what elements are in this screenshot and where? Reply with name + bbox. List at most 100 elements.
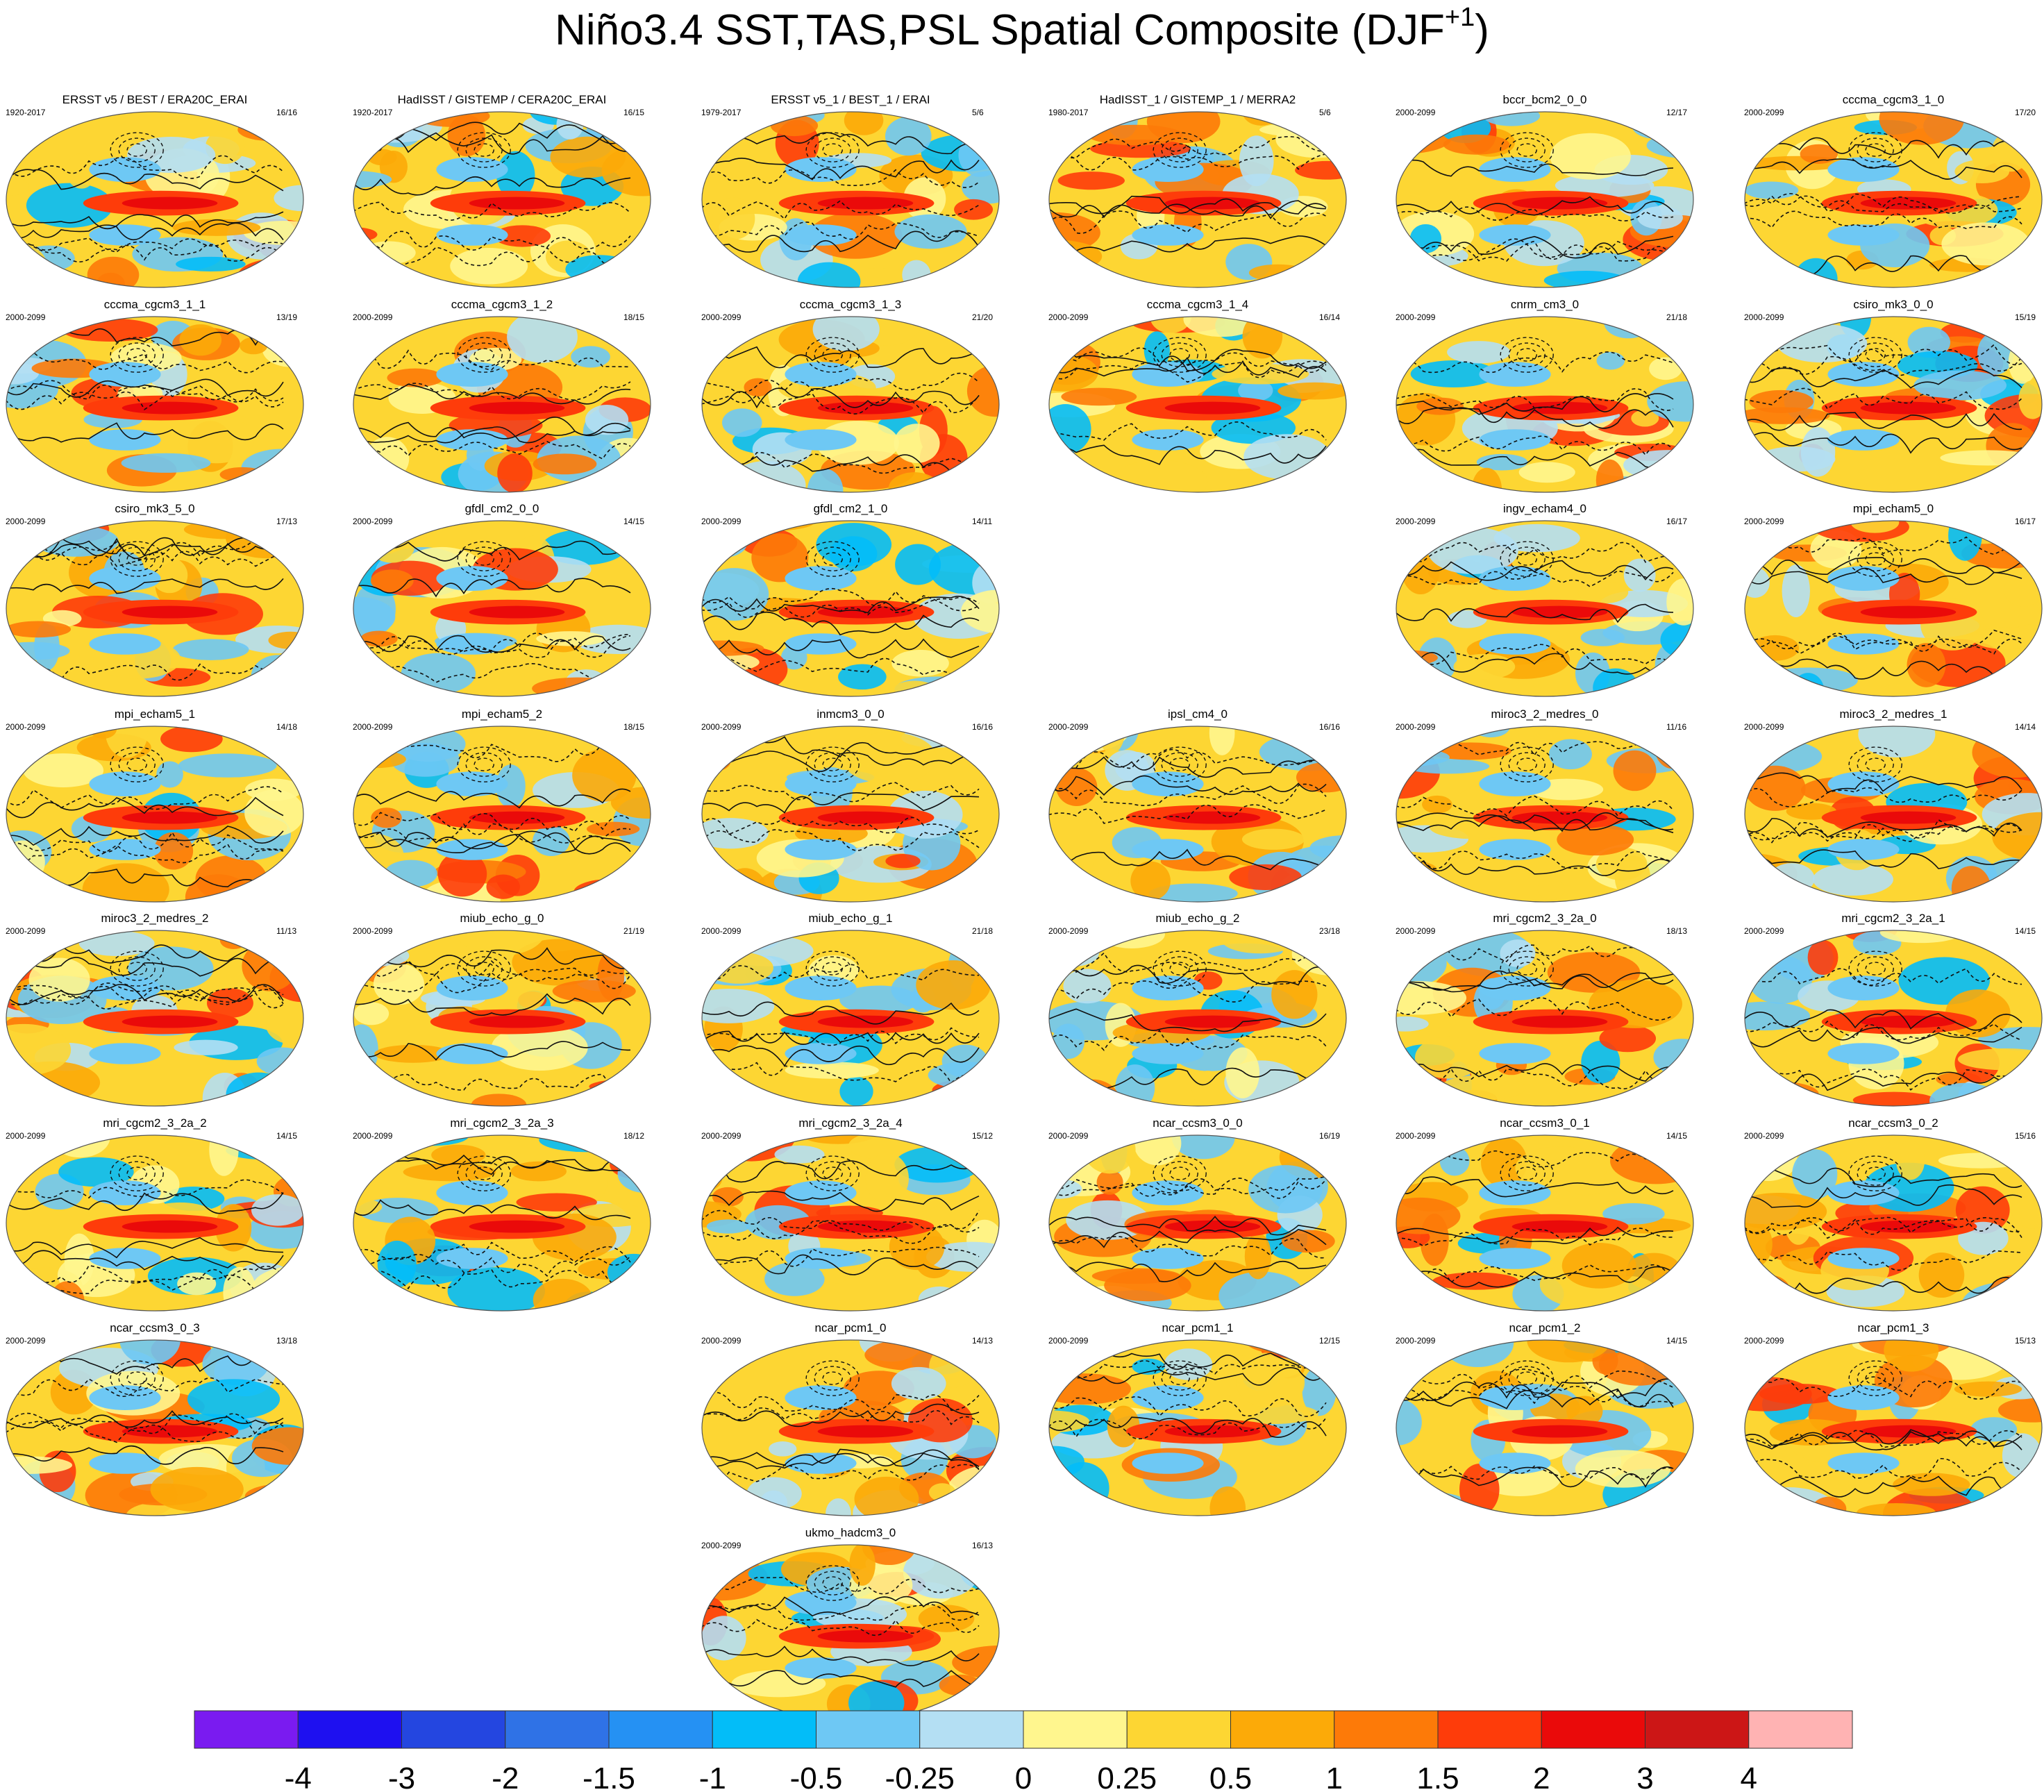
panel-years: 2000-2099	[1744, 312, 1784, 322]
panel-years: 2000-2099	[701, 1336, 742, 1346]
psl-contour	[1396, 159, 1674, 177]
anomaly-patch	[1057, 171, 1125, 190]
cool-anomaly	[89, 771, 161, 796]
anomaly-patch	[1807, 939, 1838, 975]
psl-low-contour	[805, 746, 860, 782]
map-panel: cccma_cgcm3_1_0 2000-2099 17/20	[1744, 93, 2044, 291]
psl-low-contour	[1857, 956, 1894, 981]
anomaly-patch	[1918, 1252, 1965, 1298]
enso-core	[817, 1425, 914, 1438]
map-plot	[1744, 316, 2043, 493]
map-outline	[1744, 316, 2043, 493]
anomaly-patch	[1278, 382, 1346, 400]
psl-contour	[702, 132, 980, 155]
panel-years: 2000-2099	[1744, 517, 1784, 526]
anomaly-patch	[1396, 676, 1446, 695]
anomaly-patch	[1447, 341, 1511, 364]
map-plot	[701, 520, 1000, 697]
psl-contour	[1745, 137, 2022, 159]
psl-low-contour	[1857, 342, 1894, 367]
psl-contour	[1049, 748, 1327, 769]
map-panel: ncar_ccsm3_0_2 2000-2099 15/16	[1744, 1116, 2044, 1314]
panel-years: 2000-2099	[6, 517, 46, 526]
anomaly-patch	[722, 408, 762, 437]
map-outline	[701, 111, 1000, 288]
panel-count: 15/19	[2015, 312, 2036, 322]
cool-anomaly	[1479, 157, 1551, 182]
psl-contour	[1049, 210, 1327, 234]
panel-count: 14/13	[972, 1336, 994, 1346]
cool-anomaly	[436, 975, 508, 1000]
psl-contour	[1049, 1008, 1327, 1032]
psl-low-contour	[805, 541, 860, 577]
anomaly-patch	[1666, 935, 1693, 976]
anomaly-patch	[1414, 1036, 1482, 1079]
anomaly-patch	[1396, 665, 1427, 696]
psl-low-contour	[1516, 348, 1537, 362]
anomaly-patch	[1243, 434, 1332, 480]
map-outline	[1744, 1339, 2043, 1516]
psl-contour	[353, 231, 631, 251]
psl-low-contour	[1857, 546, 1894, 571]
map-panel: mri_cgcm2_3_2a_4 2000-2099 15/12	[701, 1116, 1048, 1314]
cool-anomaly	[89, 1248, 161, 1269]
psl-contour	[702, 638, 980, 659]
map-panel: ncar_ccsm3_0_0 2000-2099 16/19	[1048, 1116, 1396, 1314]
psl-low-contour	[1500, 746, 1554, 782]
psl-low-contour	[457, 746, 511, 782]
psl-contour	[1396, 435, 1674, 456]
cool-anomaly	[785, 1180, 857, 1205]
anomaly-patch	[623, 865, 651, 902]
panel-count: 14/15	[623, 517, 645, 526]
cool-anomaly	[785, 975, 857, 1000]
anomaly-patch	[2009, 1178, 2042, 1229]
psl-low-contour	[1508, 546, 1545, 571]
anomaly-patch	[1111, 460, 1208, 492]
psl-contour	[1396, 542, 1674, 563]
panel-years: 2000-2099	[1048, 926, 1089, 936]
anomaly-patch	[718, 481, 782, 492]
psl-low-contour	[814, 752, 851, 777]
anomaly-patch	[1150, 317, 1192, 333]
map-panel: ERSST v5_1 / BEST_1 / ERAI 1979-2017 5/6	[701, 93, 1048, 291]
cool-anomaly	[1479, 429, 1551, 451]
anomaly-patch	[431, 1144, 486, 1166]
anomaly-patch	[903, 1546, 979, 1599]
colorbar-swatch	[1541, 1710, 1645, 1749]
map-panel: mri_cgcm2_3_2a_0 2000-2099 18/13	[1396, 912, 1743, 1109]
cool-anomaly	[785, 633, 857, 655]
anomaly-patch	[712, 197, 755, 240]
cool-anomaly	[1827, 839, 1900, 860]
panel-years: 1920-2017	[6, 108, 46, 117]
colorbar-tick-label: 0	[1015, 1761, 1032, 1792]
panel-title: miub_echo_g_0	[460, 912, 544, 925]
psl-contour	[6, 843, 284, 864]
anomaly-patch	[1248, 1165, 1323, 1214]
psl-contour	[353, 417, 631, 439]
psl-low-contour	[457, 1155, 511, 1191]
anomaly-patch	[353, 944, 410, 966]
psl-contour	[1396, 235, 1674, 259]
enso-core	[817, 401, 914, 414]
psl-low-contour	[1500, 132, 1554, 168]
psl-contour	[702, 1452, 980, 1471]
enso-core	[122, 196, 218, 210]
psl-contour	[1049, 1030, 1327, 1051]
panel-count: 14/14	[2015, 722, 2036, 732]
anomaly-patch	[1660, 1135, 1693, 1144]
panel-years: 2000-2099	[353, 517, 393, 526]
anomaly-patch	[712, 1187, 744, 1207]
anomaly-patch	[572, 748, 637, 802]
psl-contour	[1396, 1385, 1674, 1407]
enso-core	[122, 811, 218, 824]
anomaly-patch	[930, 269, 999, 287]
map-plot	[1048, 111, 1347, 288]
cool-anomaly	[1827, 771, 1900, 796]
psl-low-contour	[805, 1565, 860, 1601]
map-panel: cccma_cgcm3_1_3 2000-2099 21/20	[701, 298, 1048, 496]
psl-contour	[1745, 1457, 2022, 1479]
psl-contour	[702, 792, 980, 814]
anomaly-patch	[494, 225, 551, 247]
panel-count: 13/18	[276, 1336, 298, 1346]
psl-contour	[1745, 1026, 2022, 1048]
